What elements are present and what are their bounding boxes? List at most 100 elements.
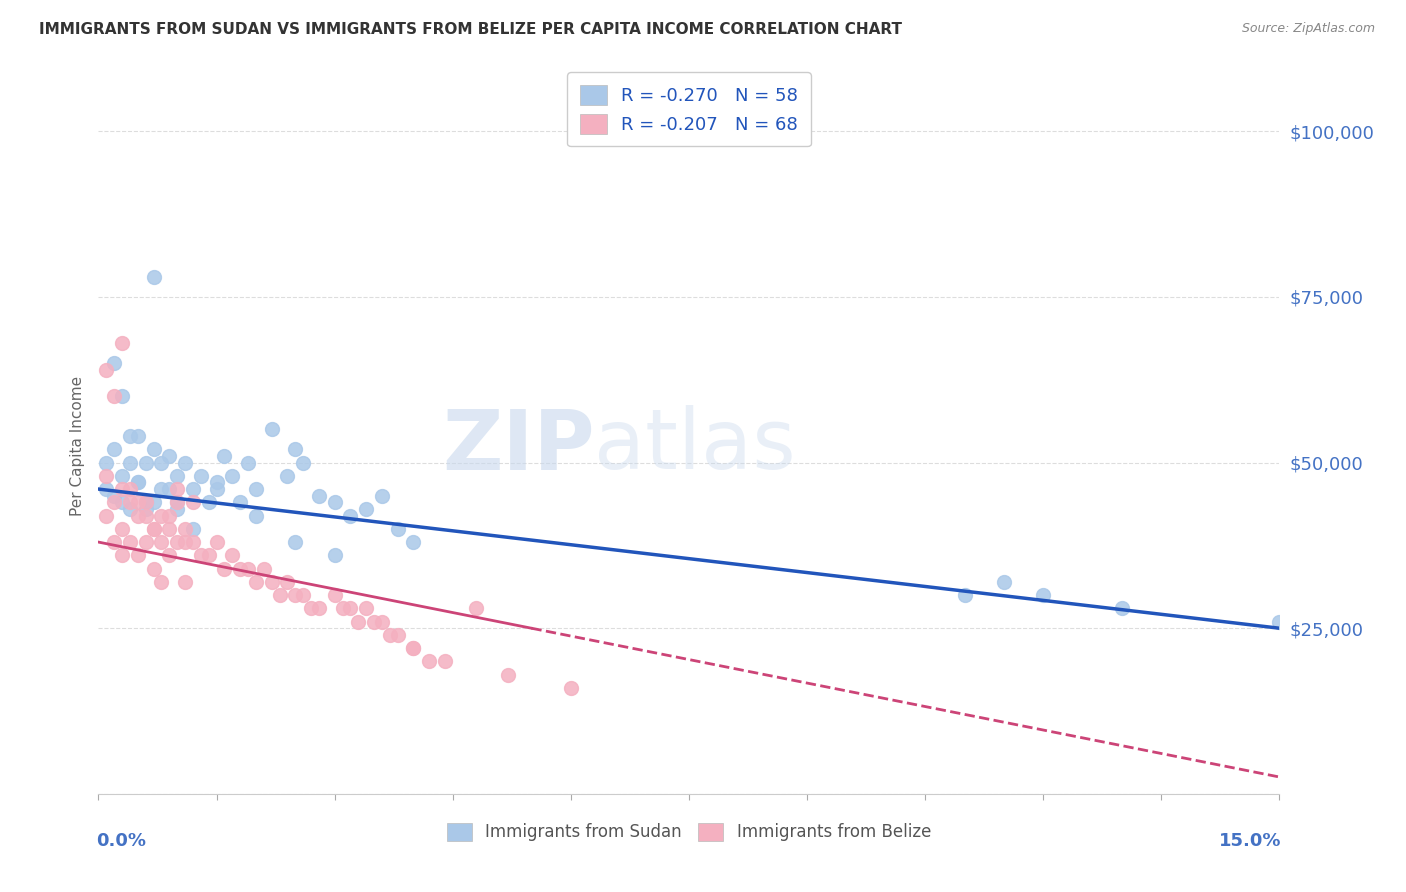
Point xyxy=(560,681,582,695)
Point xyxy=(347,615,370,629)
Point xyxy=(103,489,125,503)
Point xyxy=(253,561,276,575)
Point xyxy=(111,336,134,351)
Point xyxy=(111,389,134,403)
Point xyxy=(292,456,315,470)
Point xyxy=(111,549,134,563)
Point xyxy=(127,475,149,490)
Point xyxy=(371,615,394,629)
Point xyxy=(103,356,125,370)
Point xyxy=(103,535,125,549)
Point xyxy=(387,628,409,642)
Text: atlas: atlas xyxy=(595,406,796,486)
Point xyxy=(214,561,236,575)
Point xyxy=(103,442,125,457)
Point xyxy=(135,508,157,523)
Point xyxy=(96,468,118,483)
Point xyxy=(135,456,157,470)
Point xyxy=(236,456,259,470)
Point xyxy=(205,535,228,549)
Point xyxy=(181,535,204,549)
Point xyxy=(174,574,197,589)
Point xyxy=(150,508,173,523)
Point xyxy=(150,482,173,496)
Point xyxy=(371,489,394,503)
Point xyxy=(269,588,291,602)
Point xyxy=(118,456,141,470)
Point xyxy=(127,429,149,443)
Point xyxy=(157,482,180,496)
Point xyxy=(402,535,425,549)
Point xyxy=(127,475,149,490)
Text: Source: ZipAtlas.com: Source: ZipAtlas.com xyxy=(1241,22,1375,36)
Point xyxy=(111,482,134,496)
Point xyxy=(190,549,212,563)
Point xyxy=(245,574,267,589)
Point xyxy=(166,482,188,496)
Point xyxy=(323,495,346,509)
Point xyxy=(157,522,180,536)
Point xyxy=(221,468,243,483)
Text: ZIP: ZIP xyxy=(441,406,595,486)
Point xyxy=(354,601,377,615)
Point xyxy=(127,508,149,523)
Point xyxy=(142,561,165,575)
Point xyxy=(197,495,219,509)
Point xyxy=(197,549,219,563)
Point xyxy=(166,502,188,516)
Point xyxy=(157,508,180,523)
Point xyxy=(214,449,236,463)
Point xyxy=(96,482,118,496)
Point xyxy=(142,522,165,536)
Point xyxy=(465,601,488,615)
Point xyxy=(993,574,1015,589)
Point xyxy=(150,456,173,470)
Text: 0.0%: 0.0% xyxy=(96,832,146,850)
Point xyxy=(166,468,188,483)
Point xyxy=(174,522,197,536)
Text: 15.0%: 15.0% xyxy=(1219,832,1282,850)
Point xyxy=(118,502,141,516)
Point xyxy=(284,535,307,549)
Point xyxy=(111,495,134,509)
Point xyxy=(96,363,118,377)
Point xyxy=(118,535,141,549)
Point xyxy=(181,482,204,496)
Point xyxy=(103,495,125,509)
Point xyxy=(1268,615,1291,629)
Point xyxy=(118,429,141,443)
Point xyxy=(292,588,315,602)
Point xyxy=(103,389,125,403)
Point xyxy=(127,495,149,509)
Point xyxy=(363,615,385,629)
Point xyxy=(229,561,252,575)
Point xyxy=(1111,601,1133,615)
Point xyxy=(142,522,165,536)
Y-axis label: Per Capita Income: Per Capita Income xyxy=(69,376,84,516)
Point xyxy=(402,641,425,656)
Point xyxy=(276,468,298,483)
Point xyxy=(299,601,322,615)
Point xyxy=(127,549,149,563)
Point xyxy=(323,588,346,602)
Point xyxy=(260,574,283,589)
Point xyxy=(339,508,361,523)
Point xyxy=(111,522,134,536)
Point xyxy=(166,495,188,509)
Point xyxy=(221,549,243,563)
Text: IMMIGRANTS FROM SUDAN VS IMMIGRANTS FROM BELIZE PER CAPITA INCOME CORRELATION CH: IMMIGRANTS FROM SUDAN VS IMMIGRANTS FROM… xyxy=(39,22,903,37)
Point xyxy=(1032,588,1054,602)
Point xyxy=(332,601,354,615)
Point xyxy=(150,535,173,549)
Point xyxy=(496,667,519,681)
Point xyxy=(276,574,298,589)
Point xyxy=(174,456,197,470)
Point xyxy=(166,535,188,549)
Point xyxy=(150,574,173,589)
Point xyxy=(205,482,228,496)
Point xyxy=(190,468,212,483)
Point xyxy=(953,588,976,602)
Point xyxy=(96,508,118,523)
Point xyxy=(245,508,267,523)
Point xyxy=(354,502,377,516)
